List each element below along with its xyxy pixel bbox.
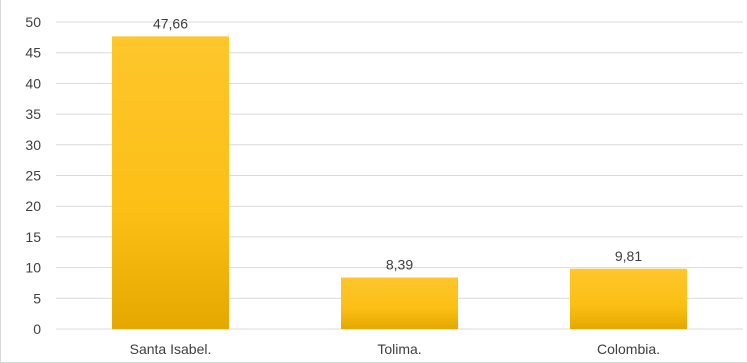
data-labels: 47,66 8,39 9,81 [153,15,642,272]
y-tick-label: 5 [33,290,41,306]
data-label: 8,39 [386,256,413,272]
y-tick-label: 30 [25,137,41,153]
bar [341,277,458,329]
bars [112,36,687,329]
y-tick-label: 10 [25,260,41,276]
bar [112,36,229,329]
data-label: 9,81 [615,248,642,264]
x-axis-labels: Santa Isabel. Tolima. Colombia. [130,341,660,357]
y-tick-label: 25 [25,168,41,184]
y-tick-label: 45 [25,45,41,61]
y-tick-label: 20 [25,198,41,214]
y-tick-label: 50 [25,14,41,30]
x-category-label: Santa Isabel. [130,341,212,357]
y-tick-label: 40 [25,75,41,91]
bar [570,268,687,329]
data-label: 47,66 [153,15,188,31]
y-axis-ticks: 0 5 10 15 20 25 30 35 40 45 50 [25,14,41,337]
x-category-label: Tolima. [377,341,421,357]
y-tick-label: 35 [25,106,41,122]
x-category-label: Colombia. [597,341,660,357]
y-tick-label: 0 [33,321,41,337]
y-tick-label: 15 [25,229,41,245]
